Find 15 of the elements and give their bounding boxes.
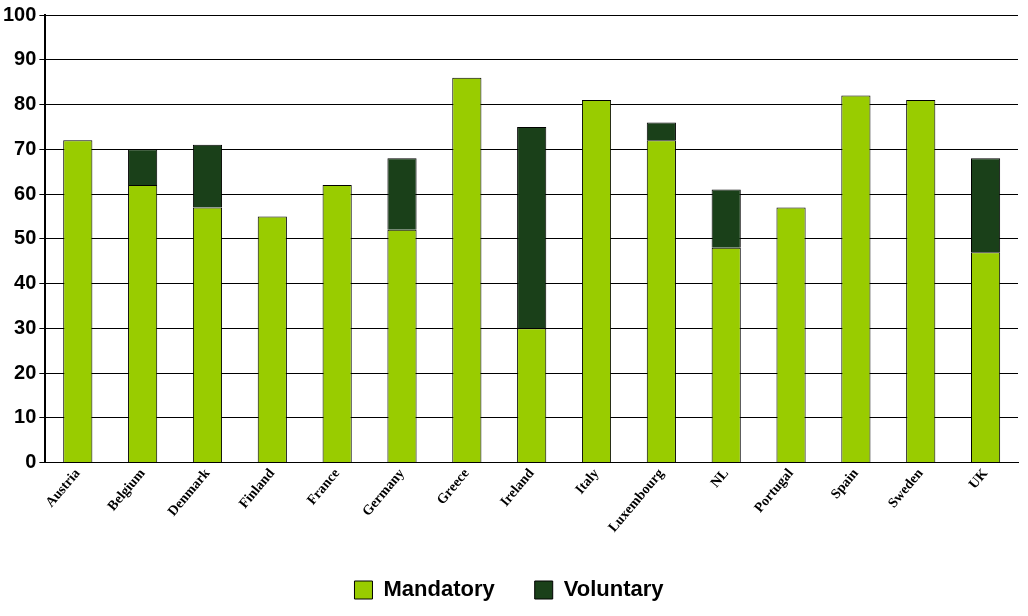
- x-tick-label: NL: [707, 465, 732, 491]
- y-tick-label: 80: [14, 92, 37, 115]
- y-tick-label: 60: [14, 181, 37, 204]
- x-tick-label: UK: [965, 465, 991, 492]
- y-tick-label: 40: [14, 271, 37, 294]
- y-tick-label: 90: [14, 47, 37, 70]
- y-tick-label: 0: [25, 450, 37, 473]
- y-tick-label: 10: [14, 405, 37, 428]
- y-tick-label: 30: [14, 315, 37, 338]
- legend-label: Voluntary: [563, 576, 665, 602]
- y-tick-label: 20: [14, 360, 37, 383]
- y-tick-label: 100: [2, 2, 37, 25]
- legend-label: Mandatory: [383, 576, 496, 602]
- y-tick-label: 70: [14, 136, 37, 159]
- y-tick-label: 50: [14, 226, 37, 249]
